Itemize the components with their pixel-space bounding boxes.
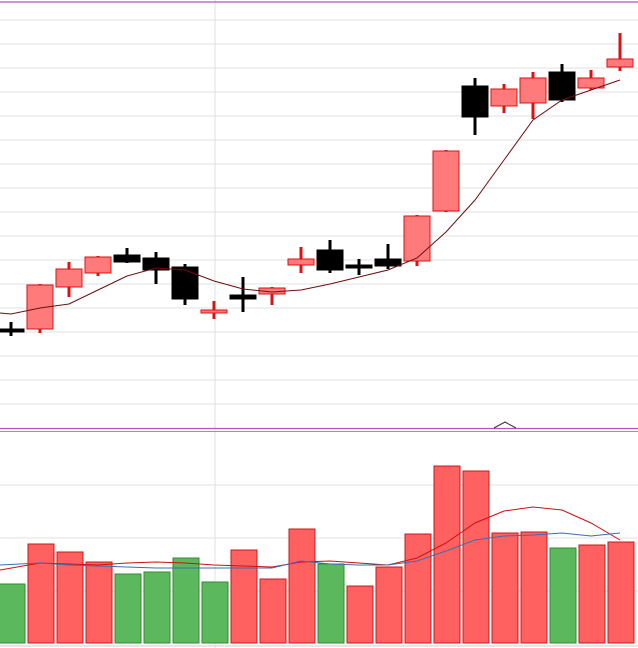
candle (403, 215, 431, 266)
candle (229, 277, 257, 312)
volume-bar (433, 465, 461, 644)
volume-bar (85, 561, 113, 644)
candle-body (0, 328, 25, 333)
marker-triangle (493, 421, 517, 429)
candle (519, 72, 547, 119)
price-moving-average-line (0, 79, 621, 315)
volume-bar (317, 563, 345, 644)
candle-body (113, 254, 141, 263)
candle-body (345, 264, 373, 269)
volume-bar (549, 547, 577, 644)
candle-body (55, 268, 83, 288)
volume-bar (114, 573, 142, 644)
candle-body (577, 77, 605, 89)
candle (258, 287, 286, 305)
candle (461, 78, 489, 135)
volume-bar (520, 531, 548, 644)
volume-bar (172, 557, 200, 644)
price-panel (0, 33, 634, 336)
candle-body (287, 258, 315, 266)
candle (84, 256, 112, 276)
candle-body (490, 88, 518, 107)
candle (113, 248, 141, 263)
candle (606, 33, 634, 71)
candle-body (461, 85, 489, 118)
candle-body (374, 258, 402, 267)
volume-bar (288, 528, 316, 644)
candle-body (519, 77, 547, 104)
volume-bar (491, 532, 519, 644)
volume-bar (0, 583, 26, 644)
candle-body (84, 256, 112, 274)
candle-body (200, 309, 228, 314)
candle (171, 264, 199, 305)
candle (577, 70, 605, 90)
candle-body (548, 71, 576, 101)
candle (55, 262, 83, 297)
volume-ma-blue-line (0, 532, 621, 569)
candle (432, 150, 460, 212)
candle (142, 252, 170, 284)
candle-body (432, 150, 460, 212)
candle (374, 244, 402, 269)
candle (548, 64, 576, 102)
candle-body (229, 294, 257, 300)
volume-bar (143, 571, 171, 644)
candle-body (142, 257, 170, 271)
volume-ma-red-line (0, 506, 621, 571)
candle-body (403, 215, 431, 262)
volume-bar (462, 470, 490, 644)
candle-body (606, 58, 634, 68)
volume-bar (346, 585, 374, 644)
candle-body (171, 266, 199, 300)
candle (200, 301, 228, 319)
volume-bar (27, 543, 55, 644)
volume-bar (56, 551, 84, 644)
volume-panel (0, 465, 635, 644)
volume-bar (230, 549, 258, 644)
volume-bar (578, 544, 606, 644)
volume-bar (404, 533, 432, 644)
candle (345, 259, 373, 275)
volume-bar (607, 541, 635, 644)
candle (316, 240, 344, 273)
candle (287, 247, 315, 273)
candle (0, 322, 25, 336)
volume-bar (375, 566, 403, 644)
volume-bar (201, 581, 229, 644)
volume-bar (259, 578, 287, 644)
candle (490, 84, 518, 113)
candle-body (316, 249, 344, 271)
